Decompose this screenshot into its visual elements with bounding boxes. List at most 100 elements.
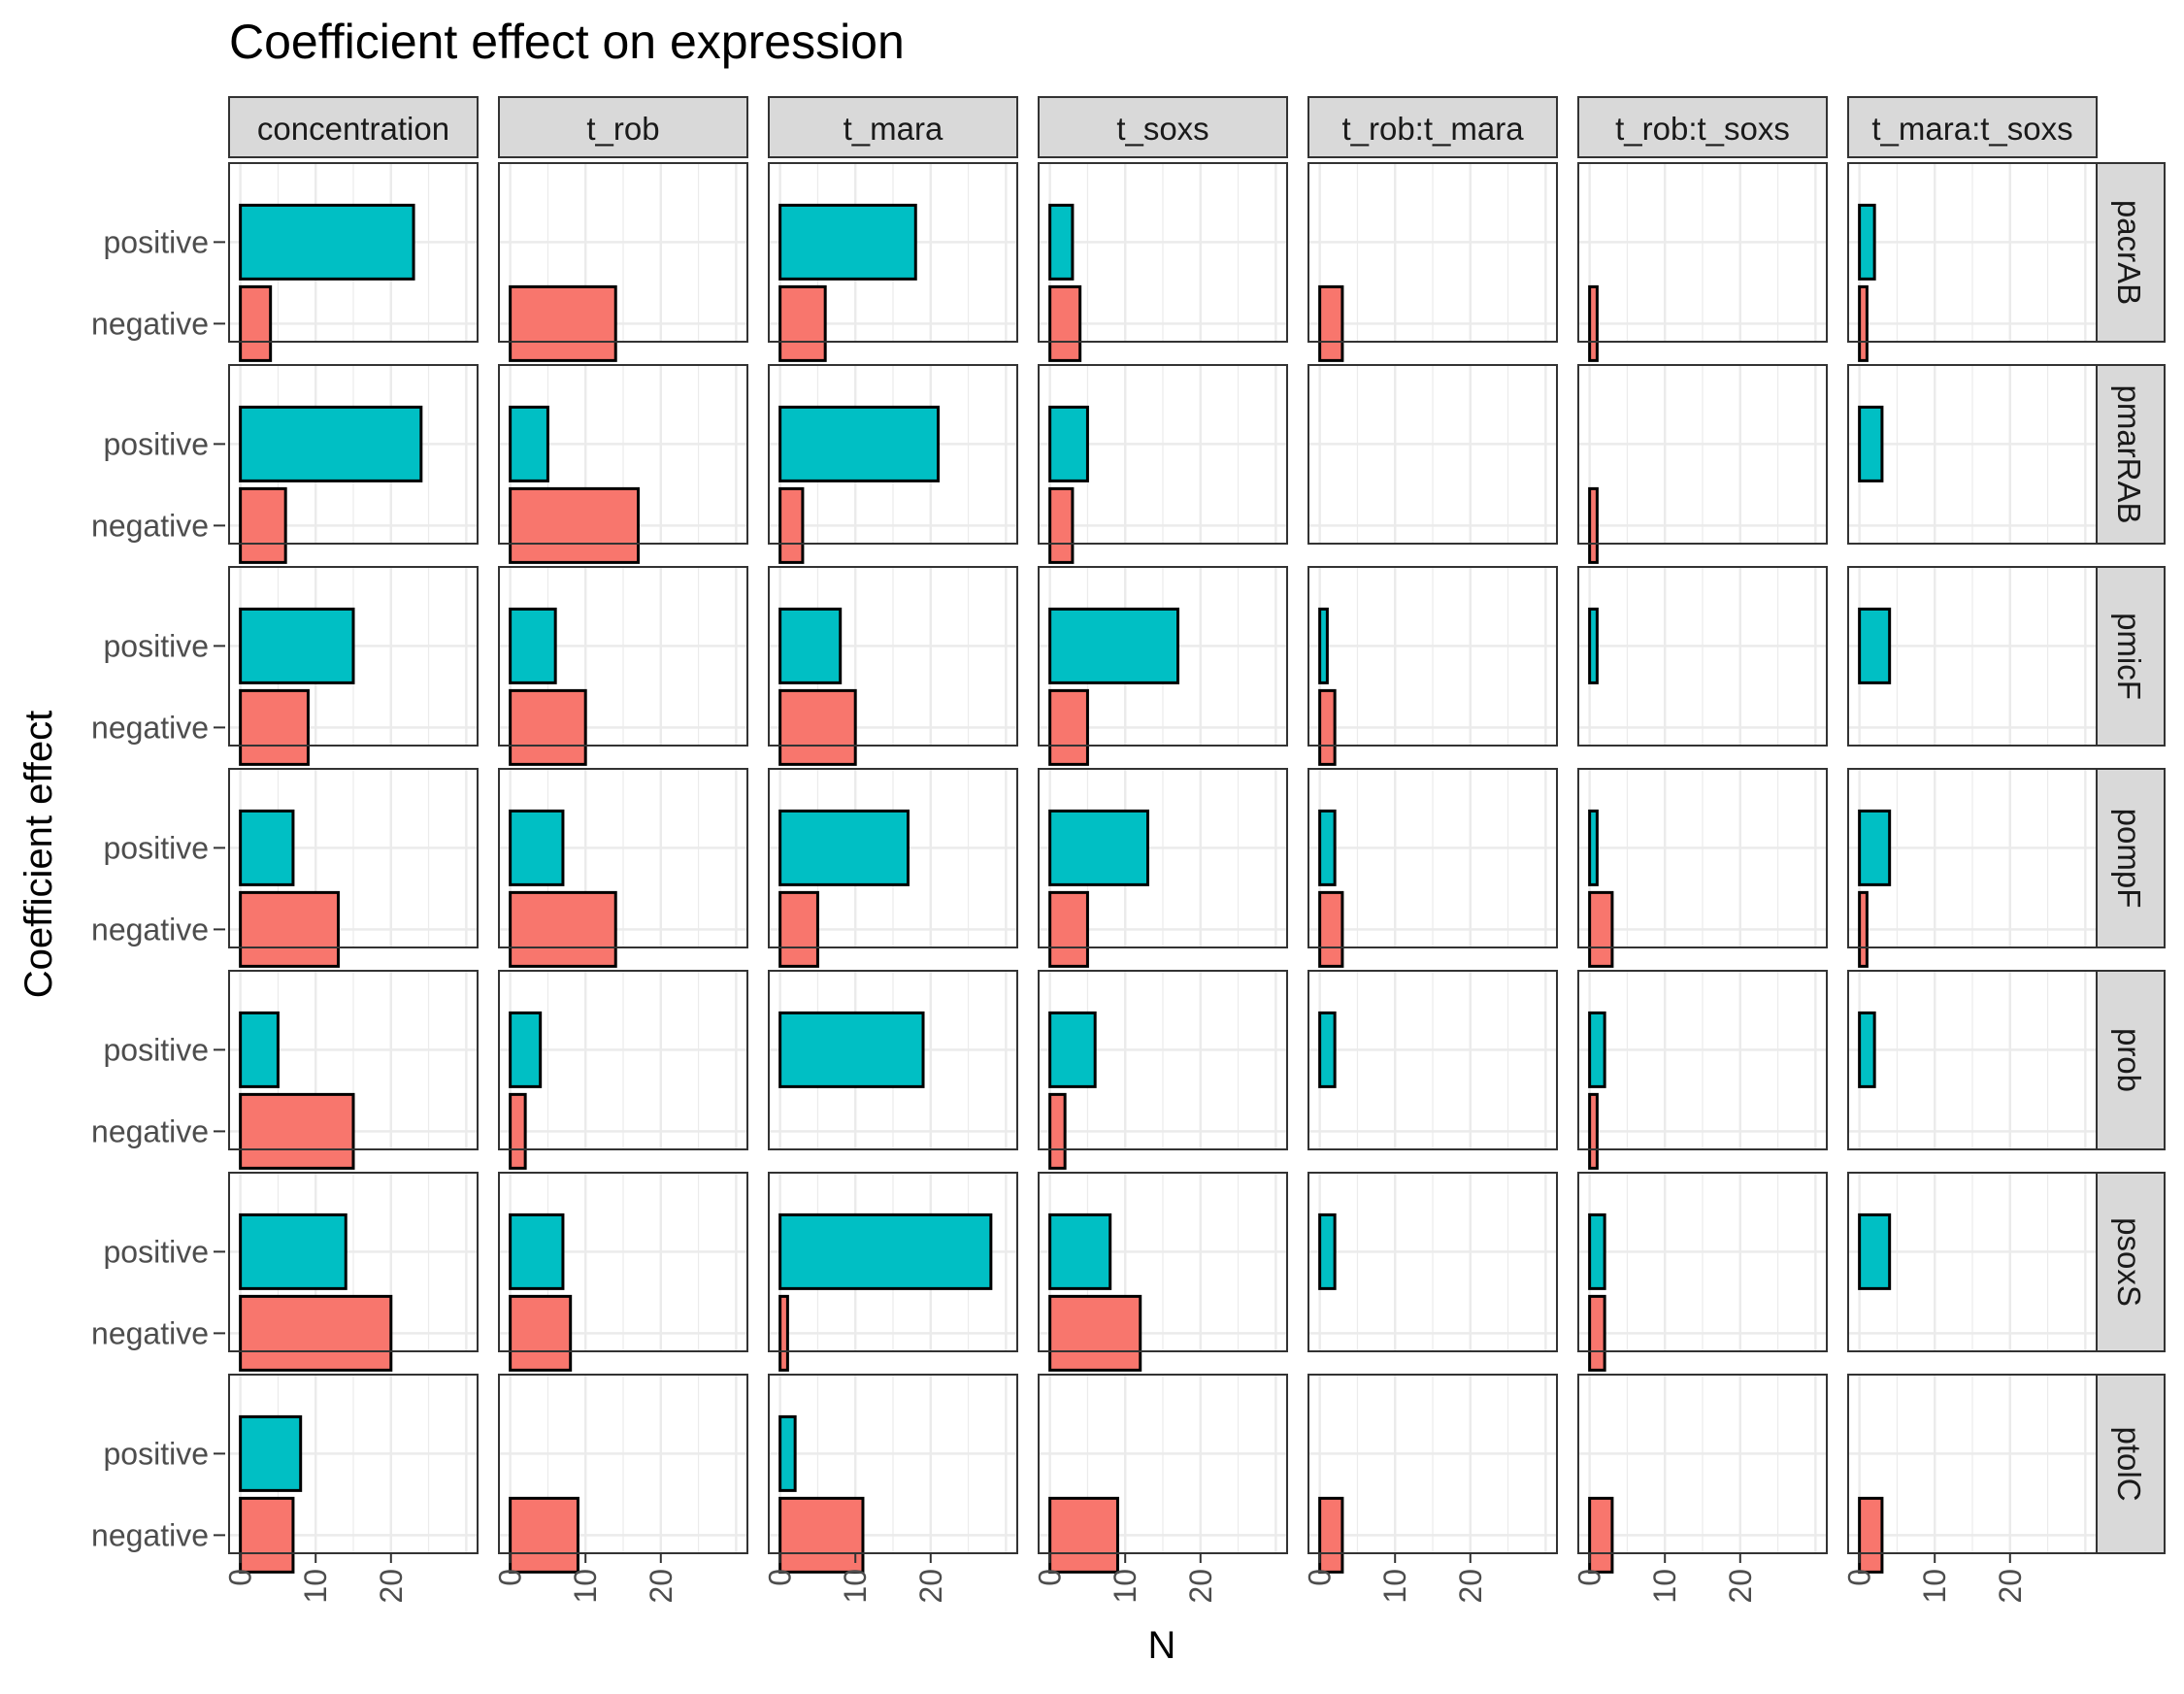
row-strip-label: pmarRAB xyxy=(2111,384,2147,523)
bar-positive xyxy=(239,1414,303,1492)
bar-positive xyxy=(1858,203,1876,281)
panel-pompF-4 xyxy=(1307,768,1558,968)
bar-positive xyxy=(778,607,843,684)
bar-negative xyxy=(1588,1294,1606,1372)
panel-pmicF-5 xyxy=(1577,566,1828,747)
bar-negative xyxy=(778,284,827,362)
panel-border xyxy=(768,162,1018,343)
panel-ptolC-0 xyxy=(228,1374,479,1574)
bar-positive xyxy=(778,1414,797,1492)
y-tick-label: negative xyxy=(91,912,209,947)
panel-pacrAB-4 xyxy=(1307,162,1558,362)
panel-border xyxy=(1847,970,2098,1150)
panel-border xyxy=(768,1172,1018,1352)
bar-positive xyxy=(1318,809,1337,886)
panel-pmarRAB-5 xyxy=(1577,364,1828,564)
panel-pacrAB-6 xyxy=(1847,162,2098,362)
panel-border xyxy=(768,768,1018,948)
panel-border xyxy=(1847,162,2098,343)
panel-border xyxy=(1307,768,1558,948)
panel-border xyxy=(1847,364,2098,545)
panel-psoxS-5 xyxy=(1577,1172,1828,1372)
panel-border xyxy=(768,364,1018,545)
bar-negative xyxy=(1318,688,1337,766)
column-strip-label: t_soxs xyxy=(1116,111,1208,147)
x-tick-label: 10 xyxy=(1917,1569,1952,1604)
bar-negative xyxy=(1318,890,1344,968)
bar-positive xyxy=(1588,1011,1606,1088)
panel-border xyxy=(1577,1374,1828,1554)
panel-border xyxy=(1038,1374,1288,1554)
row-strip-label: prob xyxy=(2111,1028,2147,1092)
bar-positive xyxy=(239,203,415,281)
panel-ptolC-1 xyxy=(498,1374,748,1574)
y-tick-label: positive xyxy=(104,830,210,865)
bar-negative xyxy=(1048,890,1089,968)
column-strip-3 xyxy=(1038,96,1288,158)
panel-pmarRAB-0 xyxy=(228,364,479,564)
x-tick-label: 10 xyxy=(568,1569,603,1604)
panel-border xyxy=(1038,566,1288,747)
panel-psoxS-6 xyxy=(1847,1172,2098,1352)
x-tick-label: 10 xyxy=(298,1569,333,1604)
bar-negative xyxy=(1318,284,1344,362)
y-tick-label: negative xyxy=(91,1113,209,1148)
x-tick-label: 0 xyxy=(763,1569,798,1586)
x-tick-label: 20 xyxy=(644,1569,678,1604)
panel-psoxS-2 xyxy=(768,1172,1018,1372)
bar-positive xyxy=(1048,809,1149,886)
panel-border xyxy=(498,566,748,747)
bar-negative xyxy=(239,1294,393,1372)
panel-prob-2 xyxy=(768,970,1018,1150)
bar-negative xyxy=(1588,486,1599,564)
panel-pmarRAB-6 xyxy=(1847,364,2098,545)
panel-border xyxy=(498,970,748,1150)
bar-negative xyxy=(509,1092,527,1170)
bar-positive xyxy=(1048,1212,1112,1290)
panel-prob-0 xyxy=(228,970,479,1170)
bar-positive xyxy=(509,809,565,886)
panel-prob-1 xyxy=(498,970,748,1170)
panel-pompF-2 xyxy=(768,768,1018,968)
panel-border xyxy=(1307,1172,1558,1352)
panel-border xyxy=(1577,768,1828,948)
panel-ptolC-2 xyxy=(768,1374,1018,1574)
bar-positive xyxy=(1588,607,1599,684)
x-tick-label: 10 xyxy=(1647,1569,1682,1604)
column-strip-4 xyxy=(1307,96,1558,158)
bar-negative xyxy=(509,1496,579,1574)
panel-prob-3 xyxy=(1038,970,1288,1170)
row-strip-label: pompF xyxy=(2111,809,2147,909)
panel-psoxS-3 xyxy=(1038,1172,1288,1372)
y-tick-label: negative xyxy=(91,1315,209,1350)
column-strip-label: t_rob:t_mara xyxy=(1341,111,1524,147)
bar-positive xyxy=(239,1011,280,1088)
bar-negative xyxy=(1588,284,1599,362)
bar-positive xyxy=(239,809,295,886)
x-tick-label: 0 xyxy=(1033,1569,1068,1586)
x-tick-label: 0 xyxy=(493,1569,528,1586)
panel-border xyxy=(768,1374,1018,1554)
bar-negative xyxy=(1858,284,1869,362)
bar-positive xyxy=(509,405,549,482)
bar-positive xyxy=(778,1011,925,1088)
column-strip-0 xyxy=(228,96,479,158)
bar-negative xyxy=(1588,890,1614,968)
panel-pmarRAB-2 xyxy=(768,364,1018,564)
panel-pacrAB-1 xyxy=(498,162,748,362)
panel-pmicF-6 xyxy=(1847,566,2098,747)
panel-pmicF-1 xyxy=(498,566,748,766)
y-tick-label: positive xyxy=(104,1234,210,1269)
facet-panels: concentration t_rob t_mara t_soxs t_rob:t_ma… xyxy=(91,96,2166,1604)
y-tick-label: positive xyxy=(104,1436,210,1471)
bar-positive xyxy=(1318,1011,1337,1088)
x-tick-label: 20 xyxy=(374,1569,409,1604)
x-tick-label: 0 xyxy=(1842,1569,1877,1586)
bar-positive xyxy=(1048,607,1180,684)
bar-negative xyxy=(1048,1294,1142,1372)
bar-positive xyxy=(1048,203,1075,281)
panel-border xyxy=(1577,566,1828,747)
panel-pompF-1 xyxy=(498,768,748,968)
bar-negative xyxy=(1858,1496,1884,1574)
panel-border xyxy=(498,1374,748,1554)
